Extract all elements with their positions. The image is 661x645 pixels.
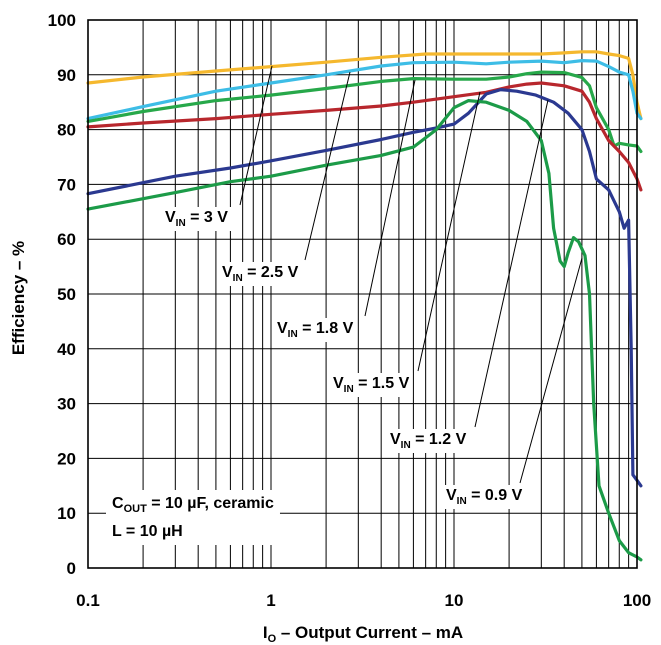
series-label-6: VIN = 0.9 V — [446, 487, 523, 507]
y-tick-label: 100 — [48, 11, 76, 30]
series-line-5 — [86, 88, 643, 488]
x-tick-label: 0.1 — [76, 591, 100, 610]
series-line-3 — [86, 70, 643, 154]
tick-labels: 0 10 20 30 40 50 60 70 80 90 100 0.1 1 10 100 — [48, 11, 652, 610]
leader-line-3 — [364, 79, 416, 317]
leader-line-2 — [304, 71, 351, 261]
x-axis-label: IO – Output Current – mA — [263, 623, 463, 645]
x-tick-label: 100 — [623, 591, 651, 610]
y-tick-label: 70 — [57, 175, 76, 194]
leader-line-6 — [519, 257, 583, 484]
plot-border — [87, 19, 638, 569]
series-label-5: VIN = 1.2 V — [390, 431, 467, 451]
series-line-2 — [86, 59, 643, 121]
series-label-1: VIN = 3 V — [165, 209, 228, 229]
plot-frame — [87, 19, 638, 569]
series-label-bg-4 — [330, 373, 413, 397]
y-tick-label: 90 — [57, 66, 76, 85]
annotation-line-1: COUT = 10 µF, ceramic — [112, 495, 274, 515]
leader-line-5 — [474, 99, 549, 428]
series-label-bg-3 — [274, 318, 357, 342]
y-tick-label: 80 — [57, 121, 76, 140]
leader-line-1 — [239, 65, 273, 206]
y-tick-label: 50 — [57, 285, 76, 304]
y-tick-label: 40 — [57, 340, 76, 359]
series-line-6 — [86, 99, 643, 562]
series-labels: VIN = 3 V VIN = 2.5 V VIN = 1.8 V VIN = 1.5… — [106, 65, 583, 545]
y-tick-label: 0 — [67, 559, 76, 578]
series-line-4 — [86, 81, 643, 192]
y-tick-label: 30 — [57, 395, 76, 414]
y-tick-label: 10 — [57, 504, 76, 523]
x-tick-label: 10 — [445, 591, 464, 610]
series-label-2: VIN = 2.5 V — [222, 264, 299, 284]
y-tick-label: 60 — [57, 230, 76, 249]
series-label-bg-2 — [219, 262, 302, 286]
annotation-bg — [106, 490, 280, 545]
y-axis-label: Efficiency – % — [9, 241, 28, 355]
x-tick-label: 1 — [266, 591, 275, 610]
annotation-line-2: L = 10 µH — [112, 523, 183, 540]
series-lines — [86, 50, 643, 562]
series-label-bg-1 — [162, 207, 232, 231]
grid — [88, 20, 637, 568]
series-label-3: VIN = 1.8 V — [277, 320, 354, 340]
series-label-4: VIN = 1.5 V — [333, 375, 410, 395]
series-line-1 — [86, 50, 643, 121]
series-label-bg-5 — [387, 429, 470, 453]
y-tick-label: 20 — [57, 449, 76, 468]
leader-line-4 — [417, 91, 481, 372]
series-label-bg-6 — [443, 485, 526, 509]
